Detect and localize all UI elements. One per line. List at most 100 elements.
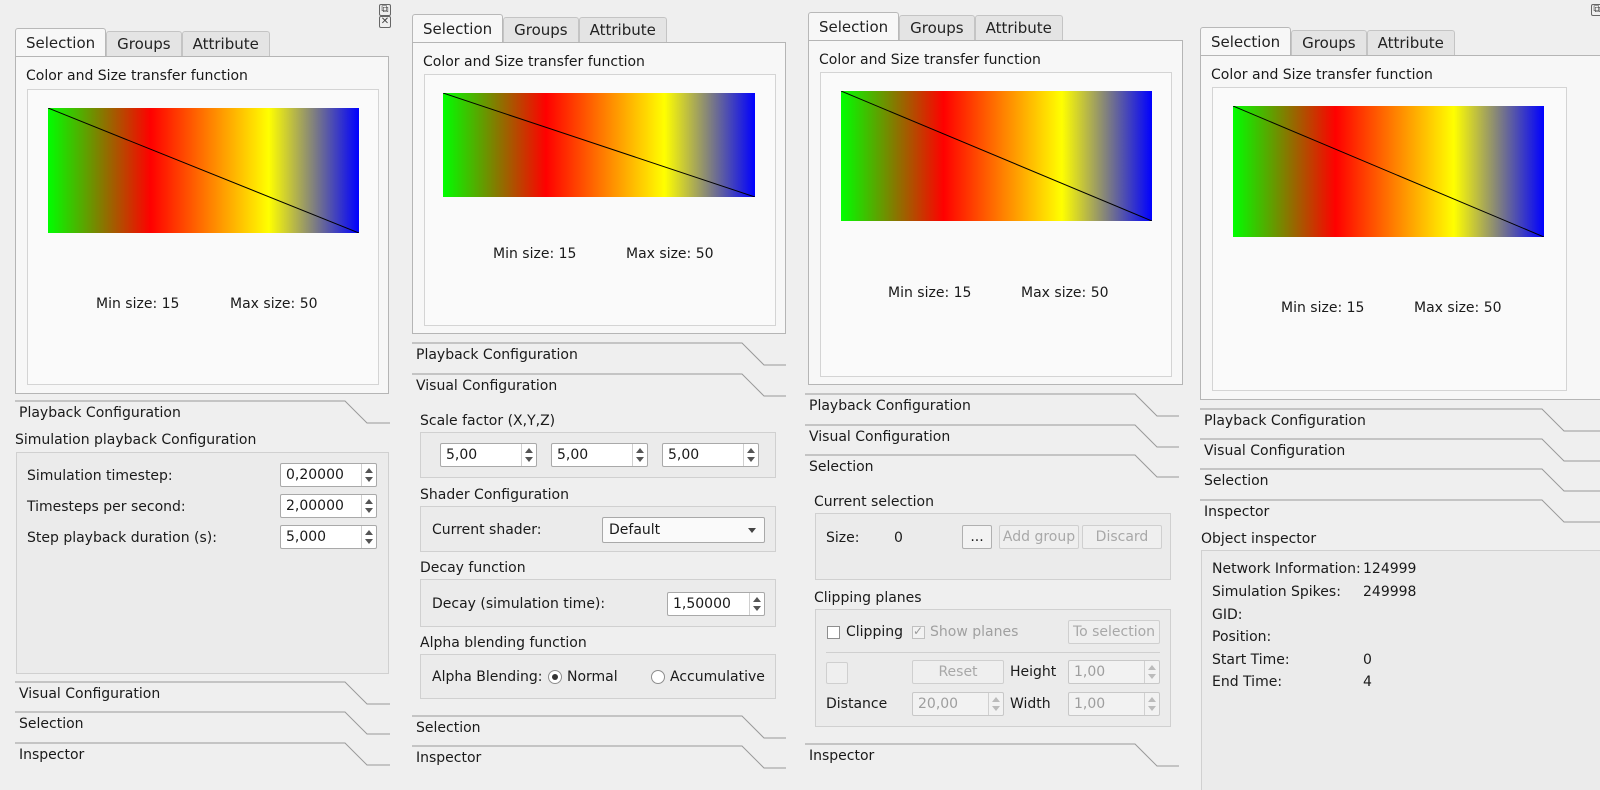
section-inspector-header[interactable]: Inspector bbox=[412, 745, 786, 775]
decay-spinbox[interactable]: 1,50000 bbox=[667, 592, 765, 616]
more-button[interactable]: ... bbox=[962, 525, 992, 549]
section-label: Inspector bbox=[809, 748, 875, 764]
add-group-button[interactable]: Add group bbox=[999, 525, 1079, 549]
alpha-normal-radio[interactable] bbox=[548, 670, 562, 684]
clipping-checkbox[interactable] bbox=[827, 626, 840, 639]
alpha-normal-label[interactable]: Normal bbox=[567, 669, 618, 685]
inspector-value: 124999 bbox=[1363, 561, 1417, 577]
spin-arrows[interactable] bbox=[361, 526, 376, 548]
float-icon[interactable]: ⧉ bbox=[379, 4, 391, 16]
section-label: Selection bbox=[1204, 473, 1269, 489]
color-swatch-button[interactable] bbox=[826, 662, 848, 684]
spin-arrows[interactable] bbox=[632, 444, 647, 466]
size-value: 0 bbox=[894, 530, 903, 546]
tab-groups[interactable]: Groups bbox=[899, 15, 975, 40]
shader-group: Current shader: Default bbox=[420, 506, 776, 552]
section-label: Selection bbox=[809, 459, 874, 475]
discard-button[interactable]: Discard bbox=[1082, 525, 1162, 549]
scale-y-spinbox[interactable]: 5,00 bbox=[551, 443, 648, 467]
tf-title: Color and Size transfer function bbox=[26, 68, 248, 84]
tf-gradient[interactable] bbox=[48, 108, 359, 233]
section-playback-header[interactable]: Playback Configuration bbox=[1200, 408, 1600, 438]
tab-groups[interactable]: Groups bbox=[503, 17, 579, 42]
tf-gradient[interactable] bbox=[443, 93, 755, 197]
duration-spinbox[interactable]: 5,000 bbox=[280, 525, 377, 549]
show-planes-checkbox[interactable]: ✓ bbox=[912, 624, 925, 639]
width-spinbox[interactable]: 1,00 bbox=[1068, 692, 1160, 716]
section-playback-header[interactable]: Playback Configuration bbox=[15, 400, 390, 430]
section-playback-header[interactable]: Playback Configuration bbox=[805, 393, 1179, 423]
section-selection-header[interactable]: Selection bbox=[1200, 468, 1600, 498]
decay-group: Decay (simulation time): 1,50000 bbox=[420, 579, 776, 627]
section-tab-shape bbox=[412, 373, 786, 397]
tab-groups[interactable]: Groups bbox=[1291, 30, 1367, 55]
max-size-label: Max size: 50 bbox=[1021, 285, 1109, 301]
timestep-spinbox[interactable]: 0,20000 bbox=[280, 463, 377, 487]
section-selection-header[interactable]: Selection bbox=[15, 711, 390, 741]
tf-gradient[interactable] bbox=[1233, 106, 1544, 237]
section-tab-shape bbox=[1200, 408, 1600, 432]
playback-group-title: Simulation playback Configuration bbox=[15, 432, 257, 448]
tps-spinbox[interactable]: 2,00000 bbox=[280, 494, 377, 518]
min-size-label: Min size: 15 bbox=[888, 285, 972, 301]
spin-arrows[interactable] bbox=[988, 693, 1003, 715]
tab-selection[interactable]: Selection bbox=[412, 14, 504, 43]
height-spinbox[interactable]: 1,00 bbox=[1068, 660, 1160, 684]
tab-attribute[interactable]: Attribute bbox=[974, 15, 1063, 40]
section-tab-shape bbox=[412, 342, 786, 366]
inspector-label: Network Information: bbox=[1212, 561, 1361, 577]
spin-value: 0,20000 bbox=[286, 467, 344, 483]
scale-z-spinbox[interactable]: 5,00 bbox=[662, 443, 759, 467]
shader-group-title: Shader Configuration bbox=[420, 487, 569, 503]
section-visual-header[interactable]: Visual Configuration bbox=[805, 424, 1179, 454]
section-inspector-header[interactable]: Inspector bbox=[805, 743, 1179, 773]
inspector-label: Simulation Spikes: bbox=[1212, 584, 1341, 600]
tab-attribute[interactable]: Attribute bbox=[578, 17, 667, 42]
to-selection-button[interactable]: To selection bbox=[1068, 620, 1160, 644]
close-icon[interactable]: ✕ bbox=[379, 16, 391, 28]
tab-selection[interactable]: Selection bbox=[15, 28, 107, 57]
spin-value: 1,00 bbox=[1074, 696, 1106, 712]
float-icon[interactable]: ⧉ bbox=[1591, 4, 1600, 16]
tab-groups[interactable]: Groups bbox=[106, 31, 182, 56]
alpha-accumulative-label[interactable]: Accumulative bbox=[670, 669, 765, 685]
section-label: Playback Configuration bbox=[416, 347, 578, 363]
scale-group: 5,00 5,00 5,00 bbox=[420, 432, 776, 478]
section-visual-header[interactable]: Visual Configuration bbox=[15, 681, 390, 711]
section-inspector-header[interactable]: Inspector bbox=[1200, 499, 1600, 529]
tab-attribute[interactable]: Attribute bbox=[181, 31, 270, 56]
alpha-accumulative-radio[interactable] bbox=[651, 670, 665, 684]
tf-gradient[interactable] bbox=[841, 91, 1152, 221]
shader-combobox[interactable]: Default bbox=[602, 517, 765, 543]
spin-value: 5,00 bbox=[446, 447, 478, 463]
spin-arrows[interactable] bbox=[361, 495, 376, 517]
scale-x-spinbox[interactable]: 5,00 bbox=[440, 443, 537, 467]
tab-selection[interactable]: Selection bbox=[808, 12, 900, 41]
section-visual-header[interactable]: Visual Configuration bbox=[412, 373, 786, 403]
spin-arrows[interactable] bbox=[1144, 693, 1159, 715]
section-selection-header[interactable]: Selection bbox=[412, 715, 786, 745]
distance-spinbox[interactable]: 20,00 bbox=[912, 692, 1004, 716]
tab-bar: Selection Groups Attribute bbox=[1200, 27, 1455, 56]
clipping-label[interactable]: Clipping bbox=[846, 624, 903, 640]
window-controls: ⧉ bbox=[1590, 4, 1600, 16]
size-curve bbox=[1233, 106, 1544, 237]
tab-attribute[interactable]: Attribute bbox=[1366, 30, 1455, 55]
show-planes-label[interactable]: Show planes bbox=[930, 624, 1019, 640]
tf-frame: Min size: 15 Max size: 50 bbox=[1212, 87, 1567, 391]
section-visual-header[interactable]: Visual Configuration bbox=[1200, 438, 1600, 468]
spin-arrows[interactable] bbox=[361, 464, 376, 486]
spin-value: 1,50000 bbox=[673, 596, 731, 612]
spin-arrows[interactable] bbox=[1144, 661, 1159, 683]
reset-button[interactable]: Reset bbox=[912, 660, 1004, 684]
section-label: Visual Configuration bbox=[1204, 443, 1346, 459]
spin-arrows[interactable] bbox=[749, 593, 764, 615]
tab-page: Color and Size transfer function Min siz… bbox=[15, 56, 389, 394]
spin-arrows[interactable] bbox=[743, 444, 758, 466]
tab-selection[interactable]: Selection bbox=[1200, 27, 1292, 56]
section-selection-header[interactable]: Selection bbox=[805, 454, 1179, 484]
clipping-separator bbox=[826, 652, 1160, 653]
spin-arrows[interactable] bbox=[521, 444, 536, 466]
section-inspector-header[interactable]: Inspector bbox=[15, 742, 390, 772]
section-playback-header[interactable]: Playback Configuration bbox=[412, 342, 786, 372]
